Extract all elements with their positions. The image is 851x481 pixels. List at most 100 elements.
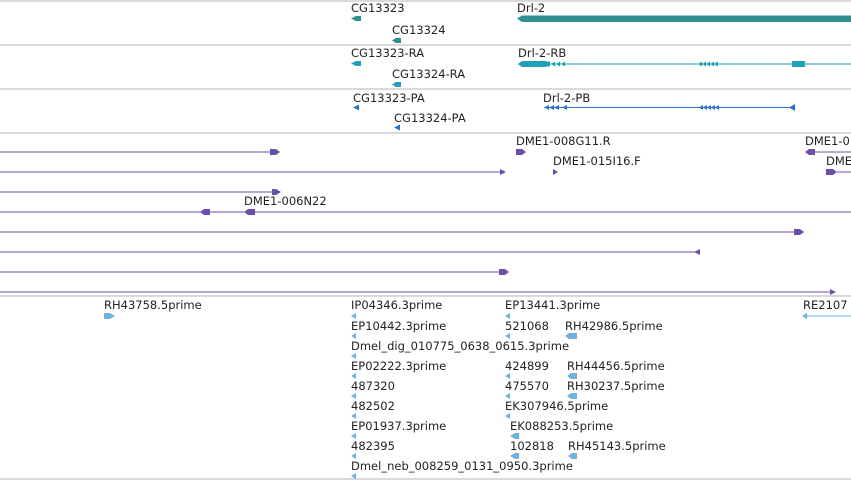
reverse-strand-arrow: [351, 433, 356, 439]
clone-label: DME1-006N22: [244, 194, 327, 208]
exon-arrow: [789, 104, 795, 111]
est-feature-ep13441[interactable]: EP13441.3prime: [505, 298, 600, 319]
est-feature-rh45143[interactable]: RH45143.5prime: [568, 439, 666, 459]
transcript-feature-cg13323-ra[interactable]: CG13323-RA: [351, 46, 424, 66]
est-label: RE2107: [803, 298, 848, 312]
reverse-strand-arrow: [351, 333, 356, 339]
clone-row[interactable]: [0, 249, 700, 255]
forward-strand-arrow: [516, 149, 526, 155]
est-feature-dmel-dig[interactable]: Dmel_dig_010775_0638_0615.3prime: [351, 339, 569, 359]
reverse-strand-arrow: [505, 333, 510, 339]
gene-track: CG13323 CG13324 Drl-2: [351, 1, 851, 43]
est-label: EP13441.3prime: [505, 298, 600, 312]
reverse-strand-arrow: [351, 16, 361, 21]
forward-strand-arrow: [826, 169, 837, 175]
est-feature-ek088253[interactable]: EK088253.5prime: [510, 419, 613, 439]
est-feature-487320[interactable]: 487320: [351, 379, 395, 399]
est-feature-521068[interactable]: 521068: [505, 319, 549, 339]
est-label: 482395: [351, 439, 395, 453]
est-label: Dmel_dig_010775_0638_0615.3prime: [351, 339, 569, 353]
gene-feature-drl-2[interactable]: Drl-2: [517, 1, 851, 22]
clone-feature-dme1-clipped[interactable]: DME1-0: [805, 134, 851, 155]
clone-row[interactable]: [0, 189, 281, 195]
transcript-feature-drl-2-rb[interactable]: Drl-2-RB: [518, 46, 851, 67]
gene-label: CG13323: [351, 1, 405, 15]
clone-row[interactable]: [0, 269, 509, 275]
cdna-label: Drl-2-PB: [543, 91, 590, 105]
est-feature-424899[interactable]: 424899: [505, 359, 549, 379]
transcript-label: Drl-2-RB: [518, 46, 566, 60]
cdna-feature-cg13324-pa[interactable]: CG13324-PA: [394, 111, 466, 131]
reverse-strand-arrow: [351, 453, 356, 459]
est-feature-475570[interactable]: 475570: [505, 379, 549, 399]
reverse-strand-arrow: [568, 453, 577, 459]
est-label: RH44456.5prime: [567, 359, 665, 373]
est-feature-482502[interactable]: 482502: [351, 399, 395, 419]
clone-row[interactable]: [0, 169, 506, 175]
est-feature-rh44456[interactable]: RH44456.5prime: [567, 359, 665, 379]
exon-arrow: [549, 105, 554, 110]
cdna-feature-drl-2-pb[interactable]: Drl-2-PB: [543, 91, 795, 111]
est-feature-ip04346[interactable]: IP04346.3prime: [351, 298, 442, 319]
est-label: RH45143.5prime: [568, 439, 666, 453]
reverse-strand-arrow: [351, 61, 361, 66]
est-feature-rh30237[interactable]: RH30237.5prime: [567, 379, 665, 399]
est-feature-rh42986[interactable]: RH42986.5prime: [565, 319, 663, 339]
clone-feature-dme1-008g11[interactable]: DME1-008G11.R: [516, 134, 611, 155]
forward-strand-arrow: [830, 289, 836, 295]
gene-feature-cg13323[interactable]: CG13323: [351, 1, 405, 21]
clone-feature-dme-clipped[interactable]: DME: [826, 154, 851, 175]
reverse-strand-arrow: [394, 124, 400, 131]
clone-track: DME1-008G11.R DME1-0 DME1-015I16.F DME: [0, 134, 851, 295]
clone-label: DME1-0: [805, 134, 850, 148]
clone-row[interactable]: [0, 149, 280, 155]
reverse-strand-arrow: [565, 333, 577, 339]
reverse-strand-arrow: [567, 373, 577, 379]
exon-arrow: [544, 105, 549, 110]
est-label: RH42986.5prime: [565, 319, 663, 333]
est-feature-dmel-neb[interactable]: Dmel_neb_008259_0131_0950.3prime: [351, 459, 573, 479]
transcript-track: CG13323-RA CG13324-RA Drl-2-RB: [351, 46, 851, 87]
clone-label: DME1-008G11.R: [516, 134, 611, 148]
exon-arrow: [551, 61, 555, 67]
est-label: 102818: [510, 439, 554, 453]
est-feature-ek307946[interactable]: EK307946.5prime: [505, 399, 608, 419]
est-label: IP04346.3prime: [351, 298, 442, 312]
est-feature-ep10442[interactable]: EP10442.3prime: [351, 319, 446, 339]
clone-label: DME: [826, 154, 851, 168]
est-feature-ep01937[interactable]: EP01937.3prime: [351, 419, 446, 439]
gene-feature-cg13324[interactable]: CG13324: [392, 23, 446, 43]
clone-row[interactable]: [0, 289, 836, 295]
transcript-feature-cg13324-ra[interactable]: CG13324-RA: [392, 67, 465, 87]
forward-strand-arrow: [553, 169, 558, 175]
est-label: RH43758.5prime: [104, 298, 202, 312]
est-track: RH43758.5prime IP04346.3prime EP13441.3p…: [104, 298, 851, 479]
est-feature-rh43758[interactable]: RH43758.5prime: [104, 298, 202, 319]
est-label: RH30237.5prime: [567, 379, 665, 393]
gene-label: Drl-2: [517, 1, 545, 15]
forward-strand-arrow: [270, 149, 280, 155]
est-feature-102818[interactable]: 102818: [510, 439, 554, 459]
est-feature-re2107[interactable]: RE2107: [802, 298, 851, 319]
est-label: 482502: [351, 399, 395, 413]
reverse-strand-arrow: [351, 353, 356, 359]
exon-arrow: [702, 61, 706, 67]
clone-row[interactable]: [0, 229, 804, 235]
est-feature-ep02222[interactable]: EP02222.3prime: [351, 359, 446, 379]
exon-arrow: [707, 105, 711, 110]
reverse-strand-arrow: [351, 413, 356, 419]
exon-arrow: [698, 61, 702, 67]
cdna-feature-cg13323-pa[interactable]: CG13323-PA: [353, 91, 425, 111]
gene-label: CG13324: [392, 23, 446, 37]
reverse-strand-arrow: [392, 38, 401, 43]
clone-feature-dme1-006n22[interactable]: DME1-006N22: [244, 194, 327, 215]
est-label: Dmel_neb_008259_0131_0950.3prime: [351, 459, 573, 473]
exon-arrow: [699, 105, 703, 110]
clone-feature-dme1-015i16[interactable]: DME1-015I16.F: [553, 154, 641, 175]
est-feature-482395[interactable]: 482395: [351, 439, 395, 459]
reverse-strand-arrow: [505, 413, 510, 419]
reverse-strand-arrow: [510, 453, 519, 459]
clone-row[interactable]: [0, 209, 851, 215]
forward-strand-arrow: [794, 229, 804, 235]
